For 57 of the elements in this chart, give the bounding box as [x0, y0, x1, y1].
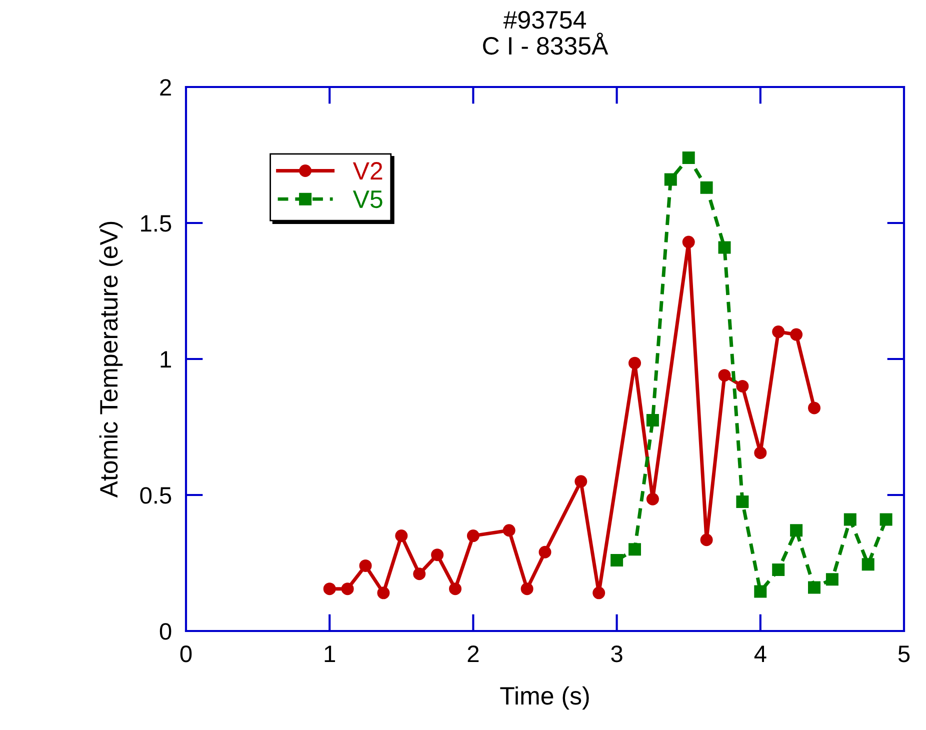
- point: [790, 328, 803, 341]
- point: [682, 236, 695, 248]
- point: [682, 151, 695, 164]
- chart-subtitle: C I - 8335Å: [483, 32, 608, 55]
- x-tick-label: 1: [324, 646, 336, 662]
- point: [772, 326, 785, 338]
- y-tick-label: 0: [160, 623, 172, 640]
- legend-label: V2: [352, 162, 382, 180]
- y-tick-label: 1.5: [141, 215, 172, 232]
- y-tick-label: 1: [160, 351, 171, 368]
- point: [718, 241, 731, 254]
- point: [377, 586, 390, 600]
- x-tick-label: 0: [180, 646, 192, 662]
- y-axis-title: Atomic Temperature (eV): [99, 222, 123, 498]
- point: [341, 582, 354, 596]
- point: [844, 513, 856, 526]
- point: [754, 585, 767, 598]
- point: [700, 534, 713, 546]
- x-tick-label: 2: [468, 646, 479, 662]
- point: [592, 586, 606, 600]
- point: [628, 356, 641, 370]
- point: [395, 530, 408, 542]
- point: [323, 582, 336, 596]
- point: [862, 558, 874, 571]
- point: [628, 543, 641, 556]
- point: [700, 181, 713, 194]
- point: [754, 446, 767, 460]
- point: [826, 573, 838, 586]
- point: [413, 568, 426, 580]
- point: [646, 414, 659, 426]
- legend-label: V5: [352, 190, 382, 208]
- y-tick-label: 2: [160, 79, 171, 96]
- point: [718, 369, 731, 382]
- point: [808, 402, 820, 414]
- y-tick-label: 0.5: [140, 487, 172, 504]
- point: [808, 581, 820, 594]
- point: [772, 564, 785, 576]
- point: [664, 173, 677, 186]
- x-tick-label: 5: [898, 646, 910, 662]
- x-axis-title: Time (s): [500, 686, 589, 710]
- point: [431, 548, 444, 562]
- point: [790, 524, 803, 537]
- x-tick-label: 4: [754, 646, 766, 662]
- point: [646, 492, 659, 506]
- chart-title: #93754: [503, 11, 586, 29]
- point: [736, 496, 749, 508]
- x-tick-label: 3: [611, 646, 622, 662]
- point: [736, 380, 749, 392]
- point: [502, 524, 516, 537]
- point: [449, 582, 462, 596]
- point: [466, 530, 480, 542]
- point: [880, 513, 892, 526]
- point: [359, 559, 372, 572]
- point: [610, 554, 624, 567]
- point: [574, 475, 588, 488]
- point: [538, 546, 552, 558]
- point: [520, 582, 534, 596]
